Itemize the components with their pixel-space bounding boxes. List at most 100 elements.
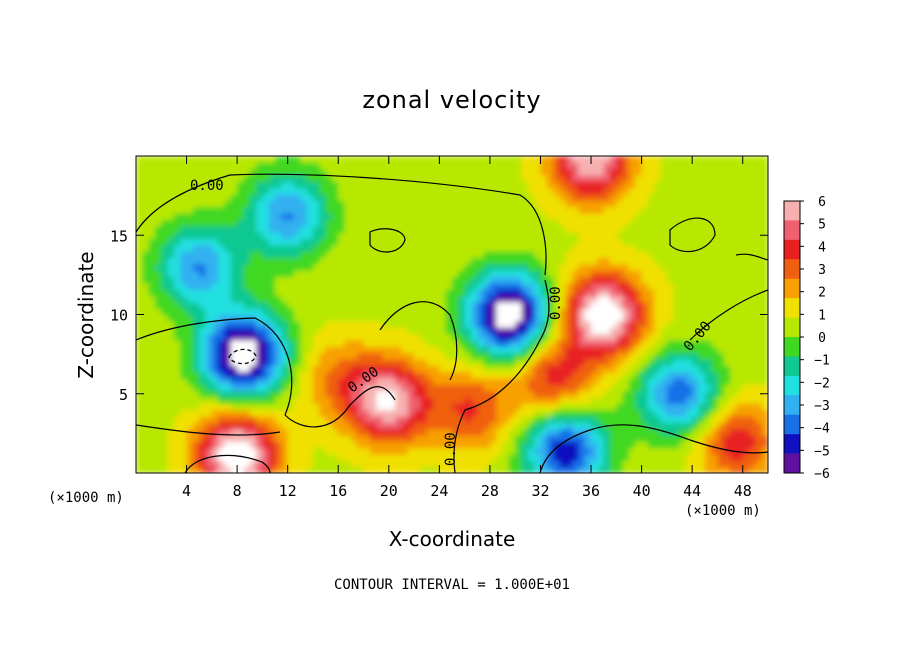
field-cell	[218, 282, 226, 290]
field-cell	[761, 276, 768, 284]
field-cell	[521, 263, 529, 271]
field-cell	[154, 219, 162, 227]
field-cell	[306, 358, 314, 366]
field-cell	[300, 403, 308, 411]
field-cell	[414, 390, 421, 398]
field-cell	[218, 301, 226, 309]
field-cell	[426, 175, 434, 182]
field-cell	[742, 384, 750, 392]
field-cell	[591, 409, 598, 417]
field-cell	[199, 168, 207, 176]
field-cell	[363, 333, 371, 341]
field-cell	[439, 422, 447, 430]
field-cell	[420, 301, 428, 309]
field-cell	[540, 257, 548, 265]
field-cell	[635, 156, 643, 163]
field-cell	[515, 422, 523, 430]
field-cell	[414, 219, 421, 227]
field-cell	[369, 206, 377, 214]
field-cell	[173, 219, 181, 227]
field-cell	[230, 225, 238, 233]
field-cell	[142, 263, 150, 271]
field-cell	[395, 282, 403, 290]
field-cell	[414, 181, 421, 189]
field-cell	[167, 289, 175, 297]
field-cell	[407, 213, 415, 220]
field-cell	[382, 232, 390, 240]
field-cell	[603, 181, 611, 189]
field-cell	[755, 460, 763, 468]
field-cell	[527, 308, 535, 316]
field-cell	[641, 346, 649, 354]
field-cell	[388, 175, 396, 182]
field-cell	[433, 453, 440, 461]
field-cell	[502, 238, 510, 246]
field-cell	[458, 358, 466, 366]
field-cell	[603, 320, 611, 328]
field-cell	[452, 225, 459, 233]
field-cell	[572, 371, 579, 379]
field-cell	[496, 390, 504, 398]
field-cell	[426, 238, 434, 246]
field-cell	[414, 327, 421, 335]
field-cell	[717, 244, 725, 252]
field-cell	[338, 428, 346, 436]
field-cell	[148, 453, 156, 461]
field-cell	[749, 314, 756, 322]
field-cell	[578, 409, 586, 417]
field-cell	[344, 301, 352, 309]
field-cell	[294, 168, 301, 176]
field-cell	[300, 320, 308, 328]
field-cell	[622, 181, 630, 189]
field-cell	[300, 339, 308, 347]
field-cell	[483, 289, 491, 297]
field-cell	[256, 409, 263, 417]
field-cell	[458, 257, 466, 265]
field-cell	[192, 238, 200, 246]
field-cell	[749, 206, 756, 214]
field-cell	[287, 219, 295, 227]
field-cell	[723, 346, 731, 354]
field-cell	[407, 466, 415, 473]
field-cell	[388, 320, 396, 328]
field-cell	[527, 225, 535, 233]
field-cell	[300, 346, 308, 354]
field-cell	[388, 238, 396, 246]
field-cell	[249, 352, 257, 360]
field-cell	[357, 251, 365, 259]
field-cell	[344, 396, 352, 404]
field-cell	[420, 403, 428, 411]
field-cell	[527, 257, 535, 265]
field-cell	[742, 232, 750, 240]
field-cell	[483, 162, 491, 170]
field-cell	[363, 194, 371, 201]
field-cell	[496, 168, 504, 176]
field-cell	[243, 339, 251, 347]
field-cell	[742, 263, 750, 271]
field-cell	[363, 238, 371, 246]
field-cell	[388, 339, 396, 347]
field-cell	[761, 181, 768, 189]
field-cell	[704, 422, 712, 430]
field-cell	[262, 270, 270, 278]
field-cell	[489, 333, 497, 341]
field-cell	[692, 257, 700, 265]
field-cell	[521, 187, 529, 195]
field-cell	[199, 390, 207, 398]
field-cell	[357, 320, 365, 328]
field-cell	[287, 257, 295, 265]
field-cell	[363, 244, 371, 252]
field-cell	[635, 333, 643, 341]
field-cell	[325, 225, 333, 233]
field-cell	[192, 428, 200, 436]
field-cell	[610, 365, 617, 373]
field-cell	[237, 238, 245, 246]
field-cell	[534, 422, 542, 430]
field-cell	[344, 428, 352, 436]
field-cell	[319, 339, 327, 347]
field-cell	[723, 447, 731, 455]
field-cell	[685, 460, 693, 468]
field-cell	[742, 187, 750, 195]
field-cell	[338, 434, 346, 442]
field-cell	[692, 219, 700, 227]
